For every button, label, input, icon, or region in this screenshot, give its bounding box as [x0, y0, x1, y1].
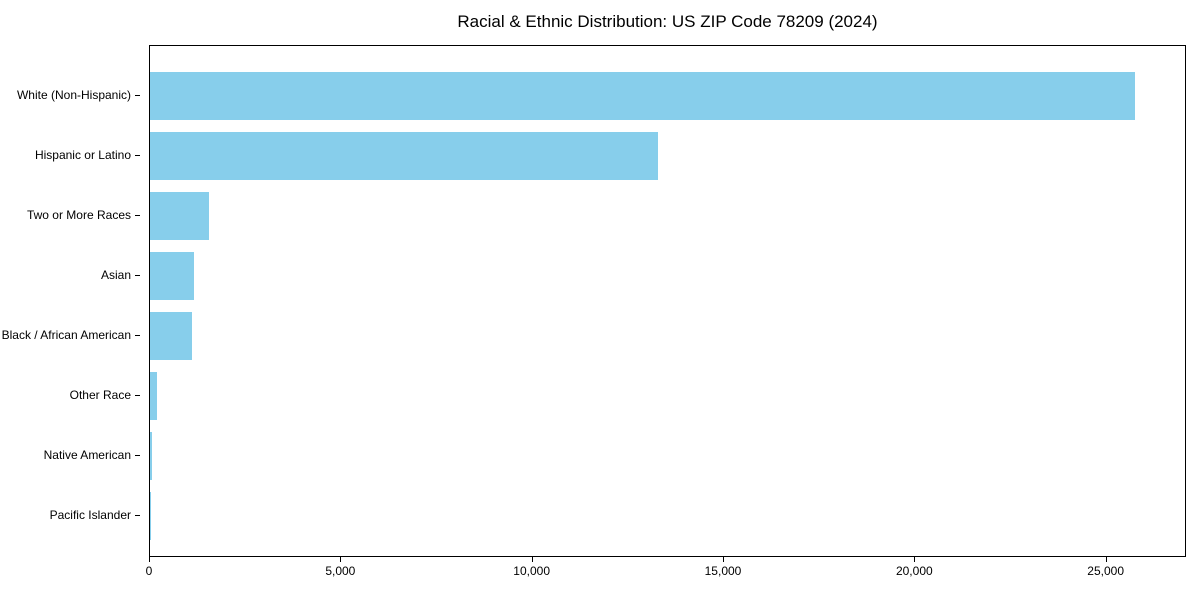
y-axis-label: Black / African American — [1, 328, 131, 342]
bar-row — [150, 246, 1185, 306]
x-tick-label: 25,000 — [1087, 564, 1124, 578]
bar — [150, 492, 151, 540]
x-tick-label: 10,000 — [513, 564, 551, 578]
chart-title: Racial & Ethnic Distribution: US ZIP Cod… — [457, 12, 878, 31]
bar-rows — [150, 66, 1185, 546]
y-tick-mark — [135, 155, 140, 156]
bar-row — [150, 126, 1185, 186]
bar-row — [150, 186, 1185, 246]
y-tick-mark — [135, 515, 140, 516]
x-tick-mark — [340, 557, 342, 562]
y-axis-label: Pacific Islander — [49, 508, 131, 522]
bar-row — [150, 306, 1185, 366]
y-tick-mark — [135, 395, 140, 396]
bar — [150, 72, 1136, 120]
bar-row — [150, 66, 1185, 126]
plot-area — [149, 45, 1186, 557]
x-tick-mark — [149, 557, 150, 562]
y-axis-label: White (Non-Hispanic) — [16, 88, 131, 102]
bar-row — [150, 366, 1185, 426]
x-tick-label: 20,000 — [895, 564, 933, 578]
bar — [150, 252, 194, 300]
y-axis-label: Hispanic or Latino — [34, 148, 131, 162]
y-axis-labels: White (Non-Hispanic) Hispanic or Latino Tw… — [0, 45, 140, 557]
x-tick-mark — [914, 557, 916, 562]
x-tick-label: 0 — [145, 564, 153, 578]
y-tick-mark — [135, 455, 140, 456]
bar — [150, 192, 210, 240]
bar — [150, 432, 152, 480]
bar — [150, 372, 157, 420]
y-tick-mark — [135, 215, 140, 216]
y-axis-label: Asian — [100, 268, 131, 282]
bar-row — [150, 426, 1185, 486]
y-tick-mark — [135, 95, 140, 96]
y-axis-label: Other Race — [69, 388, 131, 402]
y-tick-mark — [135, 275, 140, 276]
x-tick-label: 5,000 — [325, 564, 356, 578]
bar — [150, 312, 192, 360]
bar-row — [150, 486, 1185, 546]
y-axis-label: Two or More Races — [26, 208, 131, 222]
x-tick-label: 15,000 — [704, 564, 742, 578]
x-tick-mark — [722, 557, 724, 562]
y-tick-mark — [135, 335, 140, 336]
x-tick-mark — [531, 557, 533, 562]
x-tick-mark — [1105, 557, 1107, 562]
x-axis: 0 5,000 10,000 15,000 20,000 25,000 — [145, 557, 1186, 587]
bar — [150, 132, 658, 180]
y-axis-label: Native American — [43, 448, 131, 462]
